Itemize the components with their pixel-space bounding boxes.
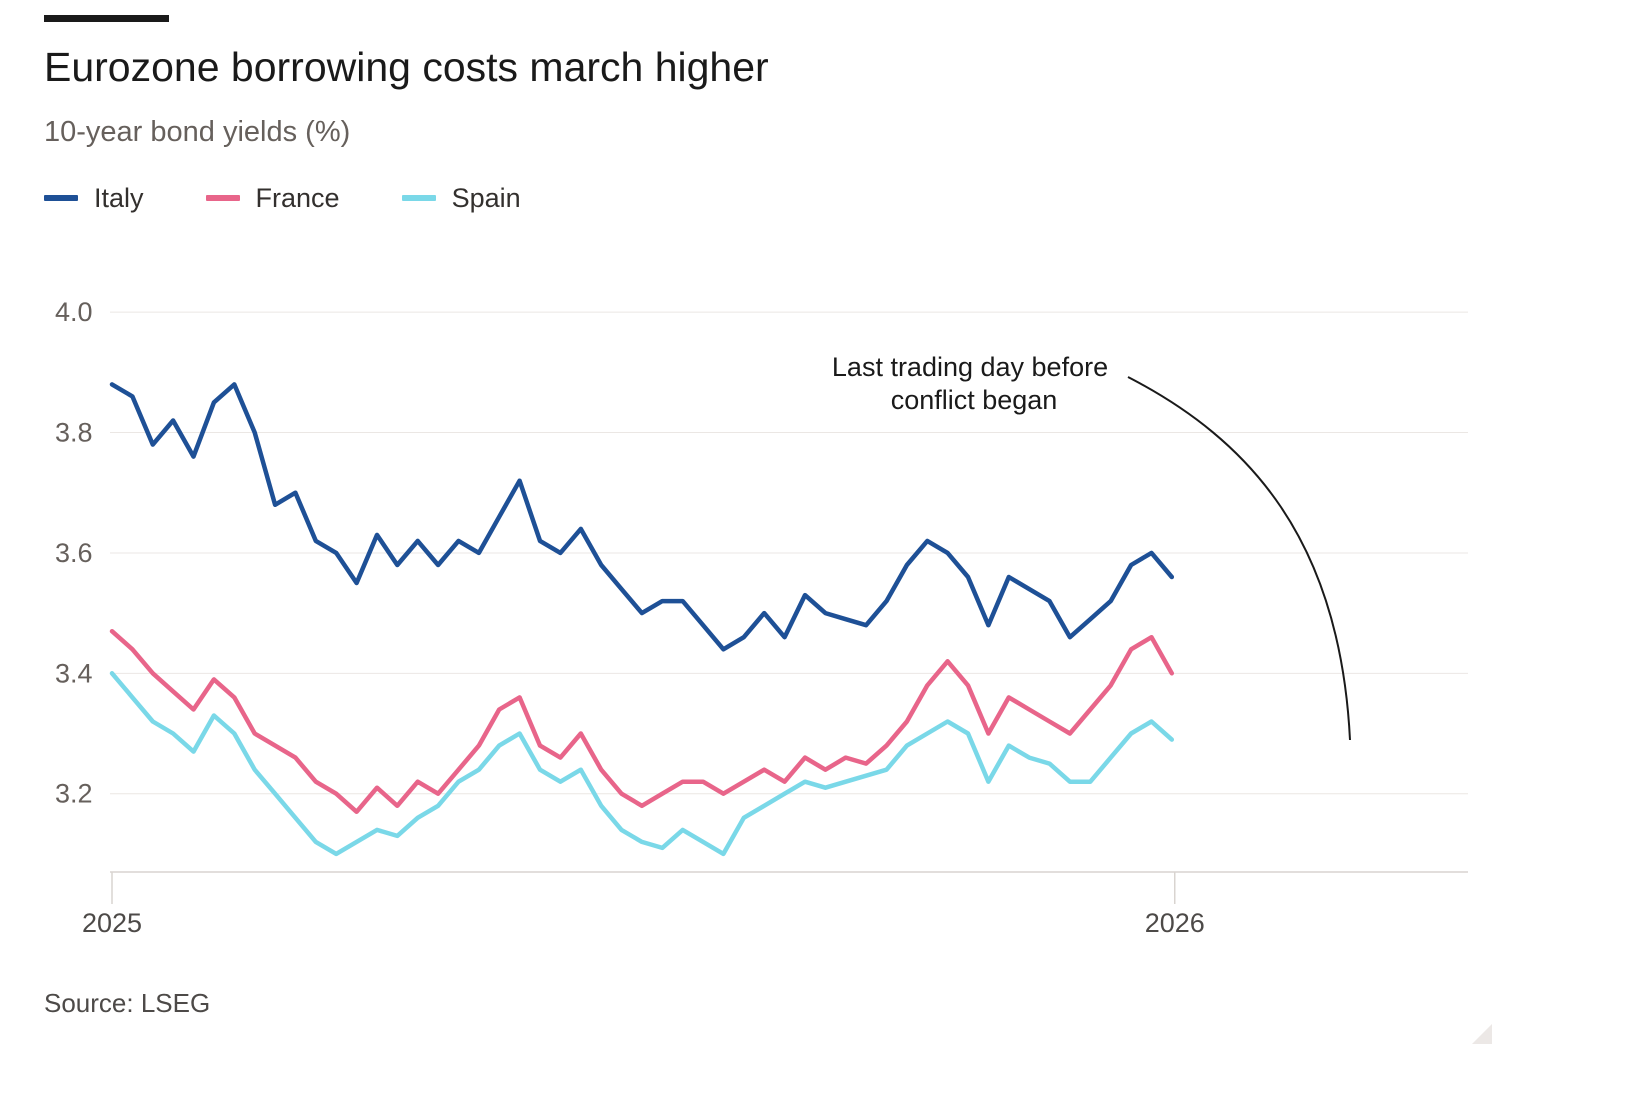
legend-label-france: France — [255, 182, 340, 213]
annotation-line-1: Last trading day before — [832, 352, 1108, 382]
y-tick-label: 4.0 — [55, 297, 93, 327]
series-line-france — [109, 628, 1175, 815]
y-tick-label: 3.2 — [55, 779, 93, 809]
y-tick-label: 3.4 — [55, 658, 93, 688]
annotation-arrow — [1127, 376, 1351, 741]
source-note: Source: LSEG — [44, 988, 211, 1018]
annotation: Last trading day before conflict began — [832, 352, 1351, 741]
legend-label-italy: Italy — [94, 182, 144, 213]
legend-item-france: France — [205, 182, 340, 214]
gridlines: 3.2 3.4 3.6 3.8 4.0 — [55, 297, 1468, 809]
chart-legend: Italy France Spain — [44, 180, 583, 216]
axes: 2025 2026 — [82, 871, 1468, 938]
legend-label-spain: Spain — [451, 182, 521, 213]
legend-swatch-spain — [401, 195, 436, 201]
legend-swatch-italy — [44, 195, 78, 201]
series-line-italy — [109, 382, 1175, 652]
chart-title: Eurozone borrowing costs march higher — [44, 44, 769, 90]
chart-subtitle: 10-year bond yields (%) — [44, 116, 351, 148]
y-tick-label: 3.8 — [55, 418, 93, 448]
corner-mark — [1472, 1024, 1492, 1044]
series-line-spain — [109, 671, 1175, 857]
legend-item-spain: Spain — [401, 182, 521, 214]
legend-swatch-france — [205, 195, 240, 201]
y-tick-label: 3.6 — [55, 538, 93, 568]
series-lines — [109, 382, 1175, 857]
x-tick-label: 2025 — [82, 908, 142, 938]
annotation-line-2: conflict began — [891, 385, 1058, 415]
legend-item-italy: Italy — [44, 183, 144, 214]
x-tick-label: 2026 — [1145, 908, 1205, 938]
header-rule — [44, 15, 169, 22]
